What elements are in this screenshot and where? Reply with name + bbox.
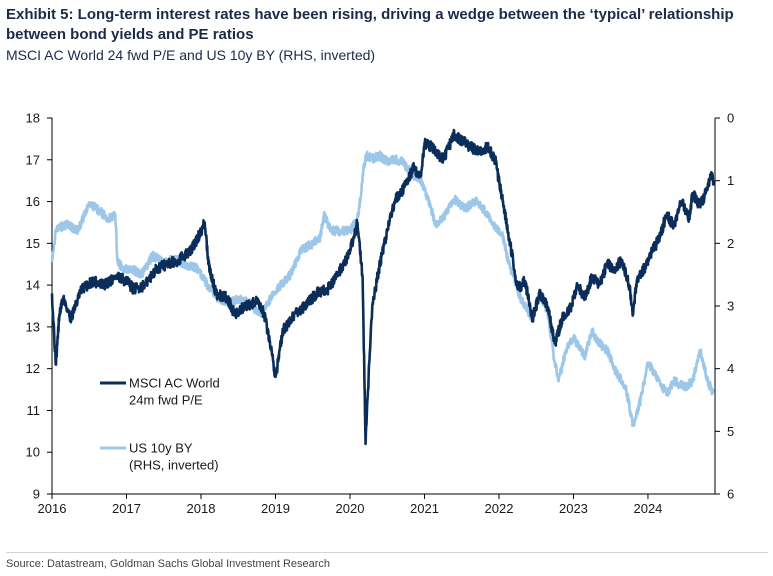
legend-label: 24m fwd P/E <box>129 393 203 408</box>
msci-pe-line <box>50 128 715 446</box>
left-tick-label: 15 <box>26 236 40 251</box>
right-tick-label: 2 <box>727 236 734 251</box>
left-tick-label: 13 <box>26 319 40 334</box>
chart-title: Exhibit 5: Long-term interest rates have… <box>6 6 734 43</box>
right-tick-label: 1 <box>727 173 734 188</box>
series-group <box>50 128 715 446</box>
x-tick-label: 2016 <box>38 501 67 516</box>
x-tick-label: 2021 <box>410 501 439 516</box>
legend-label: US 10y BY <box>129 441 193 456</box>
left-tick-label: 17 <box>26 152 40 167</box>
right-tick-label: 4 <box>727 361 734 376</box>
left-tick-label: 18 <box>26 111 40 126</box>
x-tick-label: 2018 <box>187 501 216 516</box>
legend-label: MSCI AC World <box>129 376 220 391</box>
chart-subtitle: MSCI AC World 24 fwd P/E and US 10y BY (… <box>6 47 376 63</box>
right-tick-label: 5 <box>727 424 734 439</box>
x-tick-label: 2017 <box>112 501 141 516</box>
left-tick-label: 11 <box>27 403 41 418</box>
x-tick-label: 2019 <box>261 501 290 516</box>
left-tick-label: 16 <box>26 194 40 209</box>
legend-label: (RHS, inverted) <box>129 458 219 473</box>
right-tick-label: 6 <box>727 487 734 502</box>
x-tick-label: 2020 <box>336 501 365 516</box>
left-tick-label: 14 <box>26 278 40 293</box>
right-tick-label: 0 <box>727 111 734 126</box>
left-tick-label: 12 <box>26 361 40 376</box>
source-note: Source: Datastream, Goldman Sachs Global… <box>6 558 331 570</box>
x-tick-label: 2023 <box>559 501 588 516</box>
legend-item-msci: MSCI AC World 24m fwd P/E <box>100 376 220 408</box>
footer-divider <box>6 552 768 553</box>
legend: MSCI AC World 24m fwd P/E US 10y BY (RHS, i… <box>100 376 220 473</box>
right-tick-label: 3 <box>727 299 734 314</box>
x-tick-label: 2024 <box>633 501 662 516</box>
left-tick-label: 10 <box>26 445 40 460</box>
x-tick-label: 2022 <box>485 501 514 516</box>
legend-item-us10y: US 10y BY (RHS, inverted) <box>100 441 219 473</box>
left-tick-label: 9 <box>33 487 40 502</box>
us-10y-yield-line <box>50 150 715 427</box>
